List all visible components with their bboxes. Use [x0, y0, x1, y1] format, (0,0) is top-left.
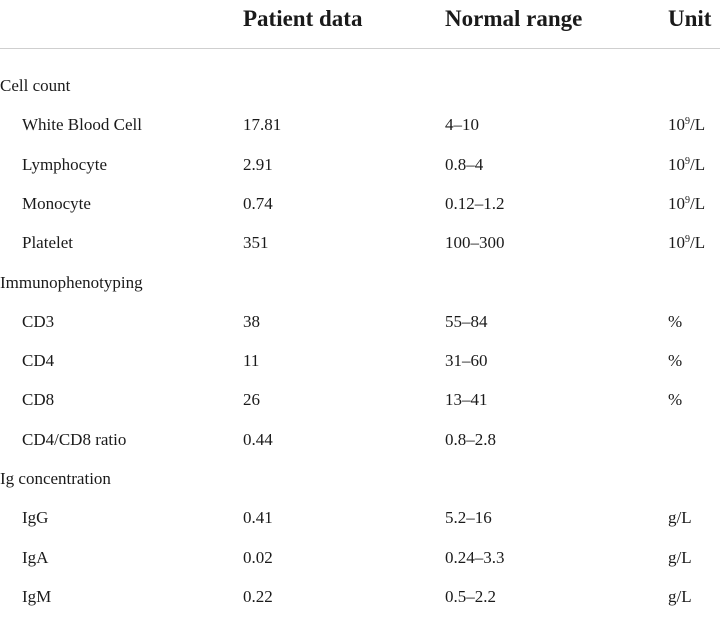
unit-value: g/L: [668, 548, 692, 568]
patient-value: 17.81: [243, 115, 282, 134]
header-normal-range: Normal range: [445, 6, 583, 31]
section-row: Immunophenotyping: [0, 273, 720, 312]
normal-range-value: 5.2–16: [445, 508, 492, 527]
unit-base: 10: [668, 115, 685, 134]
normal-range-value: 0.24–3.3: [445, 548, 505, 567]
unit-base: %: [668, 312, 683, 331]
unit-base: %: [668, 351, 683, 370]
table-row: IgM 0.22 0.5–2.2 g/L: [0, 587, 720, 626]
normal-range-value: 0.5–2.2: [445, 587, 496, 606]
unit-base: g/L: [668, 587, 692, 606]
row-label: IgM: [22, 587, 52, 606]
table-header: Patient data Normal range Unit: [0, 0, 720, 48]
row-label: CD8: [22, 390, 55, 409]
patient-value: 38: [243, 312, 260, 331]
patient-value: 0.22: [243, 587, 273, 606]
patient-value: 0.02: [243, 548, 273, 567]
row-label: Platelet: [22, 233, 73, 252]
table-row: CD4/CD8 ratio 0.44 0.8–2.8: [0, 430, 720, 469]
unit-exponent: 9: [685, 234, 690, 245]
table-row: Lymphocyte 2.91 0.8–4 109/L: [0, 155, 720, 194]
unit-value: 109/L: [668, 155, 705, 175]
unit-base: g/L: [668, 508, 692, 527]
row-label: Monocyte: [22, 194, 91, 213]
unit-base: 10: [668, 155, 685, 174]
header-divider: [0, 48, 720, 49]
patient-value: 351: [243, 233, 269, 252]
table-row: White Blood Cell 17.81 4–10 109/L: [0, 115, 720, 154]
table-row: CD8 26 13–41%: [0, 390, 720, 429]
patient-value: 11: [243, 351, 260, 370]
unit-value: %: [668, 312, 682, 332]
unit-suffix: /L: [690, 115, 706, 134]
unit-suffix: /L: [690, 194, 706, 213]
row-label: Lymphocyte: [22, 155, 107, 174]
unit-base: g/L: [668, 548, 692, 567]
unit-base: 10: [668, 233, 685, 252]
unit-base: 10: [668, 194, 685, 213]
section-title: Ig concentration: [0, 469, 111, 488]
normal-range-value: 100–300: [445, 233, 505, 252]
section-row: Ig concentration: [0, 469, 720, 508]
patient-value: 0.74: [243, 194, 273, 213]
unit-suffix: /L: [690, 155, 706, 174]
unit-exponent: 9: [685, 156, 690, 167]
unit-value: 109/L: [668, 233, 705, 253]
patient-value: 26: [243, 390, 260, 409]
normal-range-value: 0.8–4: [445, 155, 484, 174]
unit-suffix: /L: [690, 233, 706, 252]
header-patient-data: Patient data: [243, 6, 363, 31]
unit-exponent: 9: [685, 195, 690, 206]
normal-range-value: 0.8–2.8: [445, 430, 496, 449]
row-label: IgA: [22, 548, 49, 567]
row-label: White Blood Cell: [22, 115, 142, 134]
patient-value: 2.91: [243, 155, 273, 174]
unit-exponent: 9: [685, 116, 690, 127]
table-row: CD3 38 55–84%: [0, 312, 720, 351]
unit-value: %: [668, 390, 682, 410]
normal-range-value: 31–60: [445, 351, 488, 370]
table-row: Platelet 351 100–300 109/L: [0, 233, 720, 272]
row-label: IgG: [22, 508, 49, 527]
patient-value: 0.44: [243, 430, 273, 449]
unit-value: g/L: [668, 508, 692, 528]
unit-value: 109/L: [668, 194, 705, 214]
normal-range-value: 55–84: [445, 312, 488, 331]
row-label: CD4: [22, 351, 55, 370]
row-label: CD4/CD8 ratio: [22, 430, 127, 449]
table-row: IgG 0.41 5.2–16 g/L: [0, 508, 720, 547]
unit-base: %: [668, 390, 683, 409]
section-row: Cell count: [0, 76, 720, 115]
section-title: Cell count: [0, 76, 71, 95]
row-label: CD3: [22, 312, 55, 331]
unit-value: g/L: [668, 587, 692, 607]
table-row: Monocyte 0.74 0.12–1.2 109/L: [0, 194, 720, 233]
unit-value: 109/L: [668, 115, 705, 135]
normal-range-value: 0.12–1.2: [445, 194, 505, 213]
normal-range-value: 4–10: [445, 115, 479, 134]
unit-value: %: [668, 351, 682, 371]
table-row: CD4 11 31–60%: [0, 351, 720, 390]
normal-range-value: 13–41: [445, 390, 488, 409]
patient-value: 0.41: [243, 508, 273, 527]
table-row: IgA 0.02 0.24–3.3 g/L: [0, 548, 720, 587]
header-unit: Unit: [668, 6, 712, 31]
section-title: Immunophenotyping: [0, 273, 143, 292]
